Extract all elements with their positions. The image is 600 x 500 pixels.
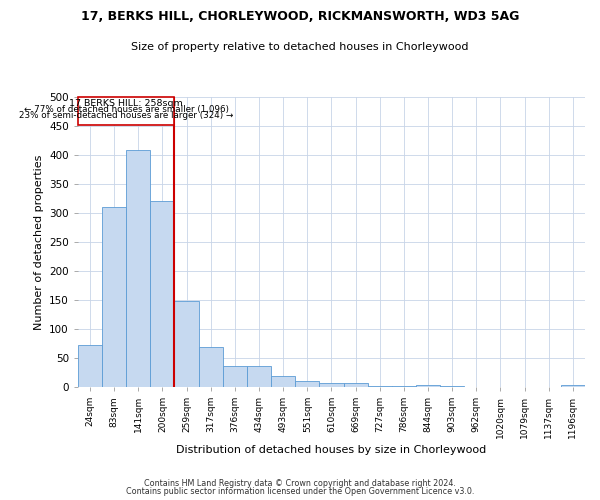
- X-axis label: Distribution of detached houses by size in Chorleywood: Distribution of detached houses by size …: [176, 445, 487, 455]
- Bar: [271, 376, 295, 387]
- Text: Contains public sector information licensed under the Open Government Licence v3: Contains public sector information licen…: [126, 488, 474, 496]
- Bar: [416, 385, 440, 387]
- Bar: [78, 344, 102, 387]
- Text: 23% of semi-detached houses are larger (324) →: 23% of semi-detached houses are larger (…: [19, 111, 233, 120]
- Bar: [295, 380, 319, 387]
- Bar: [126, 150, 151, 387]
- Bar: [319, 384, 344, 387]
- Text: Size of property relative to detached houses in Chorleywood: Size of property relative to detached ho…: [131, 42, 469, 52]
- Bar: [102, 206, 126, 387]
- Bar: [368, 386, 392, 387]
- Text: ← 77% of detached houses are smaller (1,096): ← 77% of detached houses are smaller (1,…: [23, 105, 229, 114]
- Bar: [151, 202, 175, 387]
- FancyBboxPatch shape: [78, 97, 175, 125]
- Text: 17 BERKS HILL: 258sqm: 17 BERKS HILL: 258sqm: [70, 100, 183, 108]
- Bar: [561, 384, 585, 387]
- Bar: [440, 386, 464, 387]
- Bar: [199, 347, 223, 387]
- Bar: [247, 366, 271, 387]
- Text: 17, BERKS HILL, CHORLEYWOOD, RICKMANSWORTH, WD3 5AG: 17, BERKS HILL, CHORLEYWOOD, RICKMANSWOR…: [81, 10, 519, 23]
- Bar: [392, 386, 416, 387]
- Text: Contains HM Land Registry data © Crown copyright and database right 2024.: Contains HM Land Registry data © Crown c…: [144, 478, 456, 488]
- Bar: [223, 366, 247, 387]
- Bar: [344, 384, 368, 387]
- Y-axis label: Number of detached properties: Number of detached properties: [34, 154, 44, 330]
- Bar: [175, 301, 199, 387]
